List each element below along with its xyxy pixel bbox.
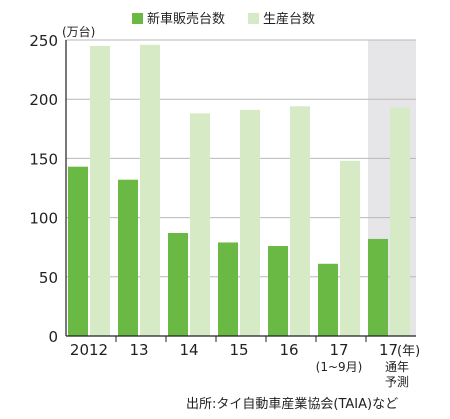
forecast-note: 予測 [385,375,409,389]
forecast-note: 通年 [385,360,409,374]
bar-production-2 [190,113,210,337]
bars [68,44,410,337]
x-tick-label: 14 [179,341,198,359]
y-tick-label: 200 [29,91,58,109]
bar-production-5 [340,160,360,336]
x-tick-sublabel: (1~9月) [316,360,363,374]
legend-swatch-sales [132,13,143,24]
y-tick-label: 0 [48,328,58,346]
bar-production-3 [240,109,260,336]
y-tick-label: 150 [29,150,58,168]
y-tick-label: 50 [39,269,58,287]
bar-production-0 [90,45,110,337]
y-axis-unit: (万台) [62,24,95,39]
y-tick-label: 250 [29,32,58,50]
bar-sales-4 [268,246,288,336]
x-tick-label: 17 [329,341,348,359]
bar-production-4 [290,106,310,336]
bar-sales-6 [368,238,388,336]
legend-label-sales: 新車販売台数 [147,11,225,27]
bar-sales-3 [218,242,238,336]
x-tick-sublabel: (年) [397,344,420,359]
bar-sales-1 [118,179,138,336]
x-tick-label: 16 [279,341,298,359]
y-tick-labels: 0 50 100 150 200 250 [29,32,58,346]
bar-production-6 [390,107,410,336]
bar-sales-5 [318,263,338,336]
x-tick-label: 13 [129,341,148,359]
legend-swatch-production [248,13,259,24]
x-tick-label: 2012 [70,341,108,359]
bar-production-1 [140,44,160,337]
bar-sales-2 [168,232,188,336]
x-tick-label: 15 [229,341,248,359]
source-note: 出所:タイ自動車産業協会(TAIA)など [186,396,398,412]
bar-sales-0 [68,166,88,336]
axes [65,40,416,342]
legend-label-production: 生産台数 [263,11,315,27]
x-tick-label: 17 [379,341,398,359]
legend: 新車販売台数 生産台数 [132,11,315,27]
y-tick-label: 100 [29,210,58,228]
